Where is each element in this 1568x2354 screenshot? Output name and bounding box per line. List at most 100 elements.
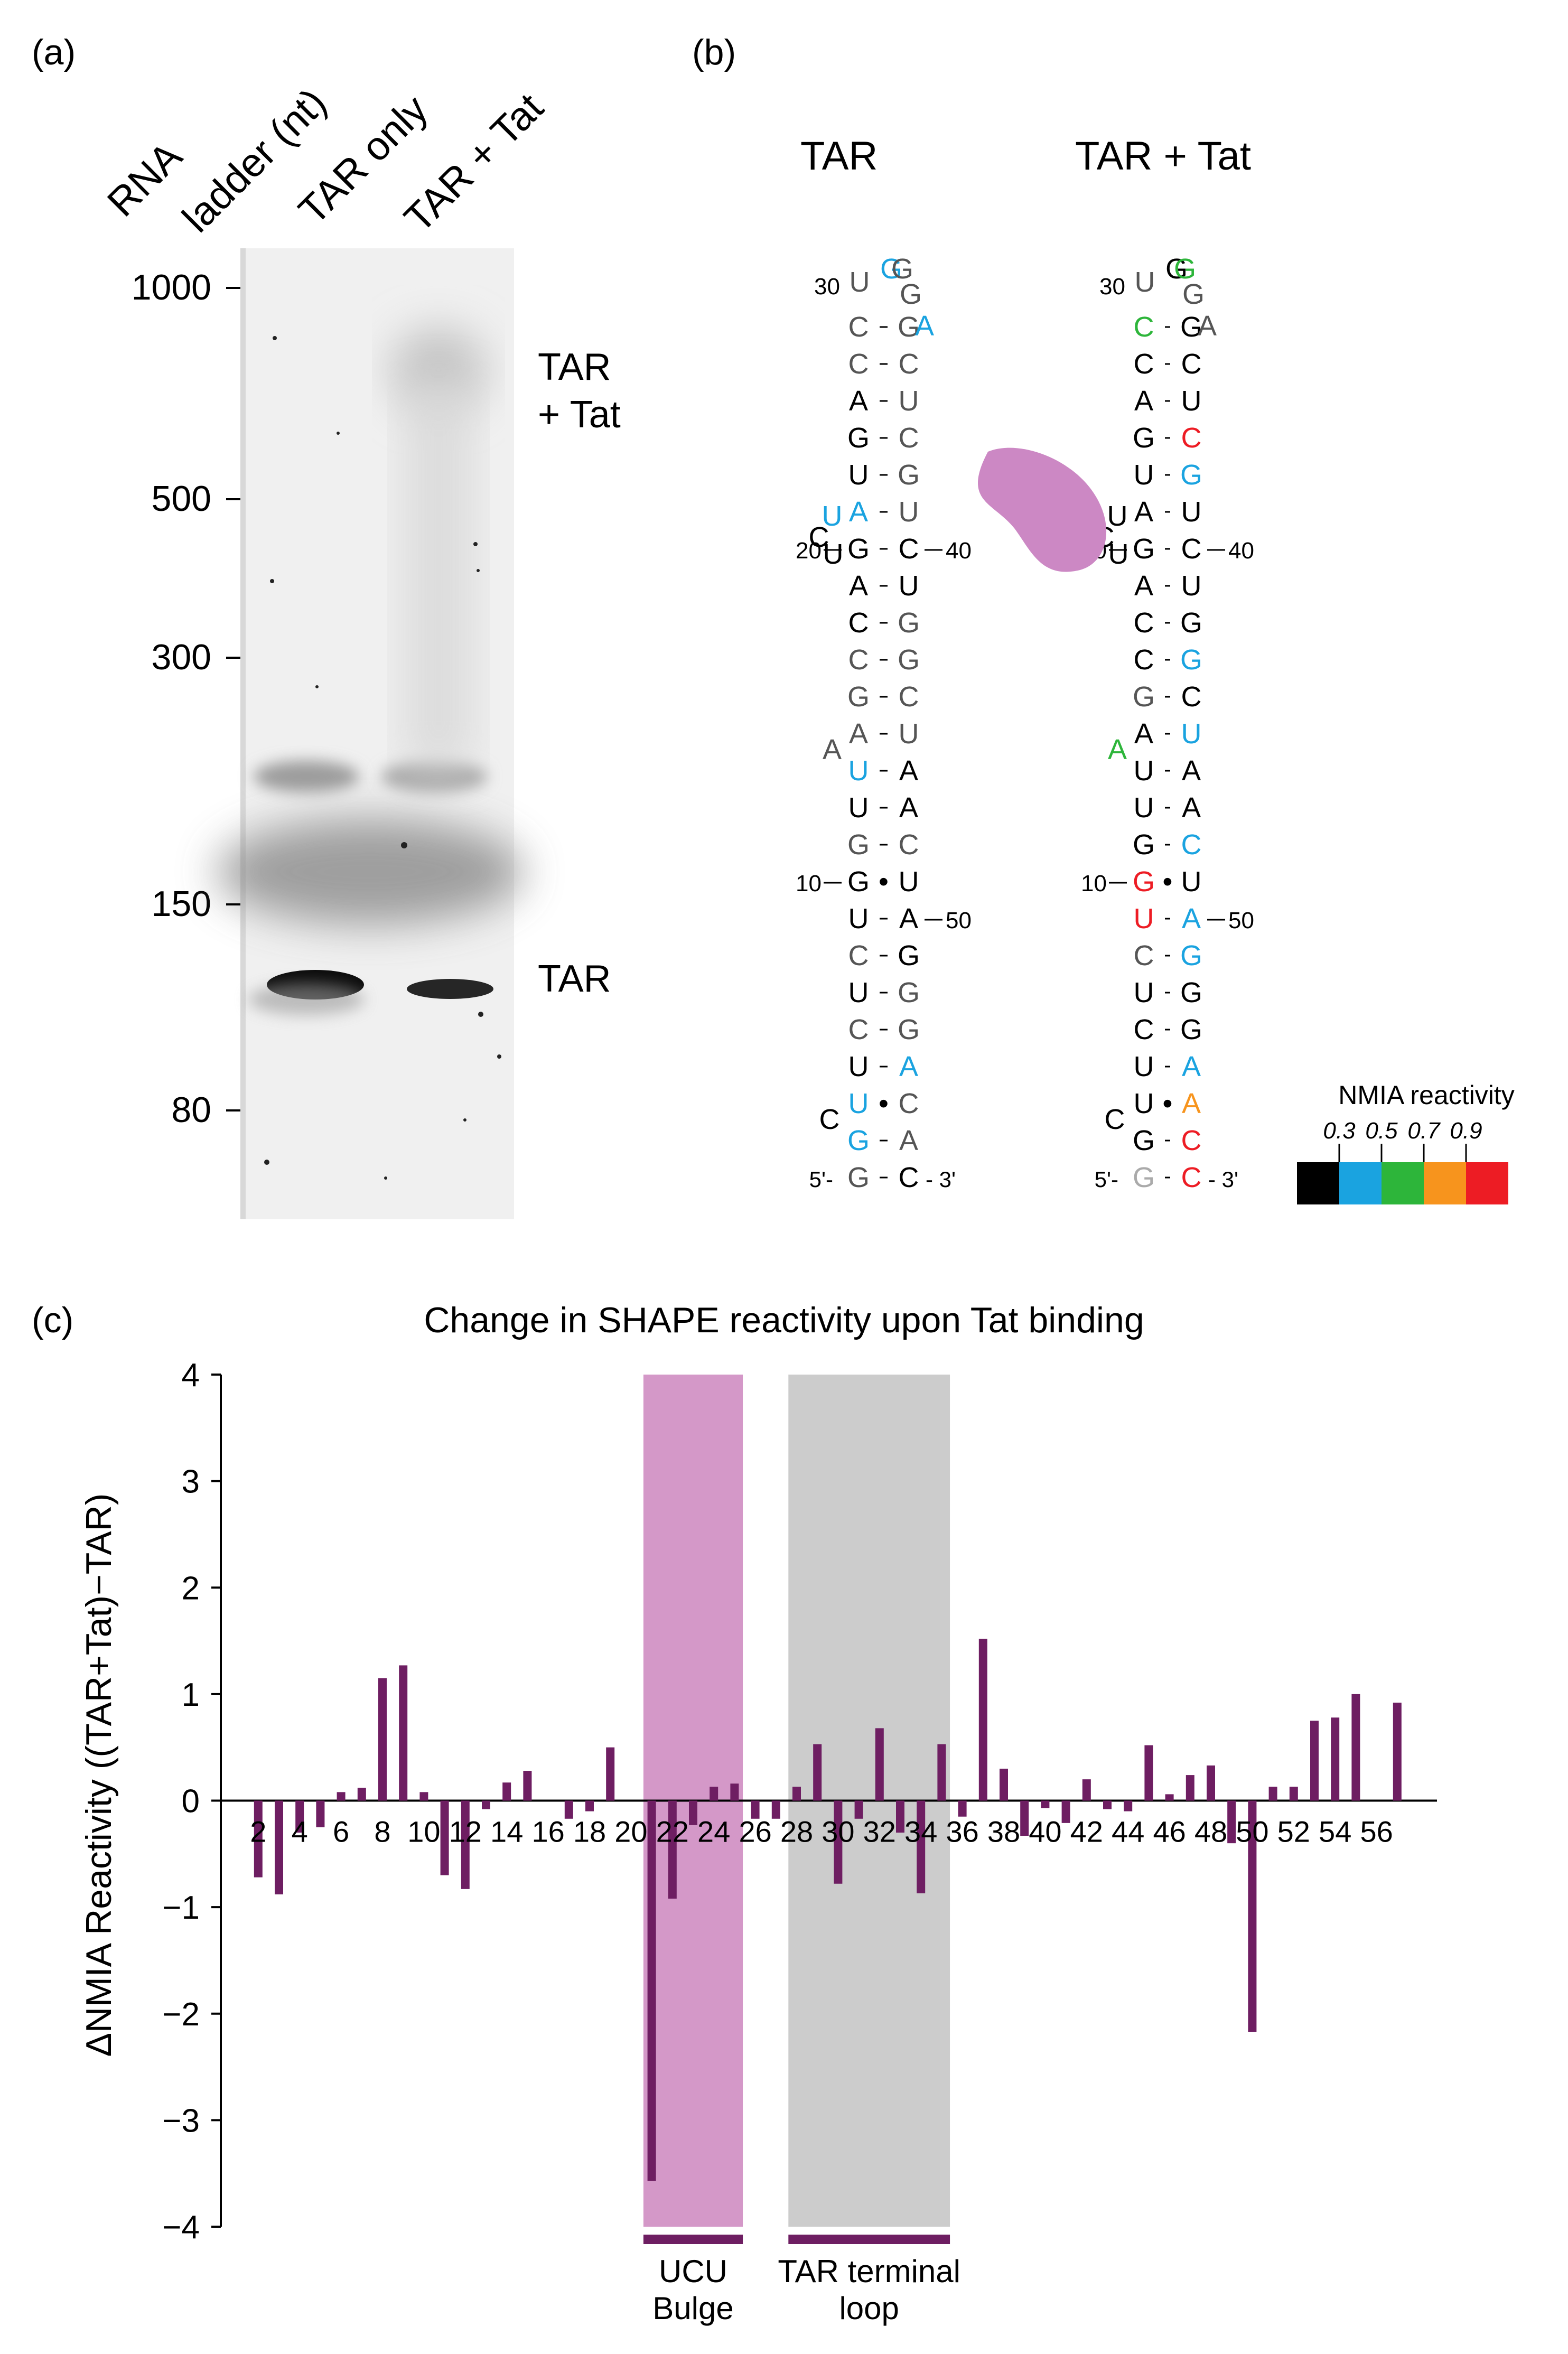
bar-2	[254, 1800, 263, 1877]
nucleotide: A	[1182, 755, 1201, 787]
nucleotide: U	[1181, 718, 1202, 750]
label-40: 40	[946, 538, 972, 564]
bar-7	[357, 1788, 366, 1801]
bar-35	[937, 1744, 946, 1801]
nucleotide: G	[847, 829, 870, 861]
nucleotide: C	[899, 829, 919, 861]
nucleotide: G	[898, 644, 920, 676]
bar-39	[1020, 1800, 1029, 1836]
bar-12	[461, 1800, 470, 1889]
marker-80: 80	[171, 1090, 211, 1130]
bulge-c2: C	[809, 521, 829, 553]
label-10: 10	[796, 871, 822, 896]
nucleotide: G	[847, 866, 870, 898]
nucleotide: U	[899, 866, 919, 898]
nucleotide: C	[1134, 348, 1154, 380]
nucleotide: C	[1134, 311, 1154, 343]
nucleotide: C	[1181, 1125, 1202, 1156]
x-tick-label: 22	[656, 1815, 689, 1848]
bar-19	[606, 1747, 615, 1801]
bar-9	[399, 1665, 408, 1801]
label-5prime: 5'-	[809, 1167, 833, 1192]
nucleotide: A	[899, 792, 918, 824]
nucleotide: A	[849, 385, 868, 417]
nucleotide: U	[848, 1088, 869, 1119]
gel-image	[217, 248, 523, 1219]
bulge-c: C	[1105, 1104, 1125, 1135]
bulge-u2: U	[1108, 538, 1129, 570]
bar-29	[813, 1744, 822, 1801]
y-tick-label: −4	[162, 2209, 200, 2246]
legend-swatch	[1424, 1162, 1466, 1204]
nucleotide: A	[1134, 385, 1153, 417]
gu-pair-dot: •	[1163, 866, 1173, 898]
x-tick-label: 2	[250, 1815, 266, 1848]
nucleotide: C	[1181, 1162, 1202, 1193]
nucleotide: C	[899, 348, 919, 380]
bar-24	[710, 1787, 718, 1801]
nucleotide: U	[1181, 570, 1202, 602]
region-label-0-line1: UCU	[659, 2254, 727, 2289]
band-label-complex: TAR + Tat	[538, 343, 621, 438]
nucleotide: C	[848, 940, 869, 972]
nucleotide: A	[1134, 718, 1153, 750]
nucleotide: G	[898, 311, 920, 343]
legend-tick-label: 0.5	[1365, 1118, 1398, 1144]
nucleotide: A	[849, 496, 868, 528]
nucleotide: A	[1182, 792, 1201, 824]
legend-swatch	[1466, 1162, 1508, 1204]
nucleotide: C	[1134, 607, 1154, 639]
nucleotide: G	[891, 253, 913, 285]
nucleotide: A	[1182, 1088, 1201, 1119]
nucleotide: G	[898, 977, 920, 1008]
bar-6	[337, 1792, 346, 1801]
nucleotide: G	[1174, 253, 1196, 285]
nucleotide: G	[898, 940, 920, 972]
y-tick-label: −1	[162, 1890, 200, 1926]
region-bar-0	[643, 2235, 743, 2244]
nucleotide: C	[1181, 348, 1202, 380]
bar-26	[751, 1800, 760, 1819]
y-tick-label: 2	[182, 1570, 200, 1606]
label-3prime: - 3'	[926, 1167, 956, 1192]
bar-41	[1061, 1800, 1070, 1823]
bar-42	[1082, 1779, 1091, 1801]
bar-8	[378, 1678, 387, 1801]
nucleotide: U	[848, 977, 869, 1008]
bulge-u: U	[1107, 500, 1128, 532]
bar-52	[1289, 1787, 1298, 1801]
y-tick-label: 3	[182, 1464, 200, 1500]
band-label-free-tar: TAR	[538, 958, 611, 1000]
nucleotide: U	[899, 385, 919, 417]
label-30: 30	[814, 274, 840, 300]
nucleotide: C	[1181, 681, 1202, 713]
x-tick-label: 44	[1112, 1815, 1144, 1848]
nucleotide: U	[1134, 792, 1154, 824]
structure-tar: G CG AU C•U AC GU GC GU AG U•G CU AU AA UG CC GC GA UG CA U…	[796, 253, 972, 1193]
nucleotide: G	[880, 253, 902, 285]
x-tick-label: 48	[1194, 1815, 1227, 1848]
nucleotide: G	[1133, 866, 1155, 898]
x-tick-label: 40	[1029, 1815, 1061, 1848]
nucleotide: G	[1180, 940, 1202, 972]
nucleotide: U	[1134, 977, 1154, 1008]
x-tick-label: 30	[822, 1815, 854, 1848]
nucleotide: G	[1133, 1125, 1155, 1156]
nucleotide: U	[1181, 866, 1202, 898]
bar-25	[730, 1783, 739, 1801]
nucleotide: A	[1182, 903, 1201, 935]
bar-4	[295, 1800, 304, 1833]
nucleotide: A	[899, 1125, 918, 1156]
x-tick-label: 42	[1070, 1815, 1103, 1848]
x-tick-label: 16	[531, 1815, 564, 1848]
bar-11	[440, 1800, 449, 1875]
bar-48	[1207, 1765, 1215, 1801]
nucleotide: G	[1180, 644, 1202, 676]
nucleotide: G	[847, 1125, 870, 1156]
bulge-u2: U	[823, 538, 844, 570]
nucleotide: G	[1180, 977, 1202, 1008]
x-tick-label: 12	[449, 1815, 482, 1848]
y-tick-label: 0	[182, 1783, 200, 1820]
bar-47	[1186, 1775, 1194, 1801]
nucleotide: U	[1135, 266, 1155, 298]
